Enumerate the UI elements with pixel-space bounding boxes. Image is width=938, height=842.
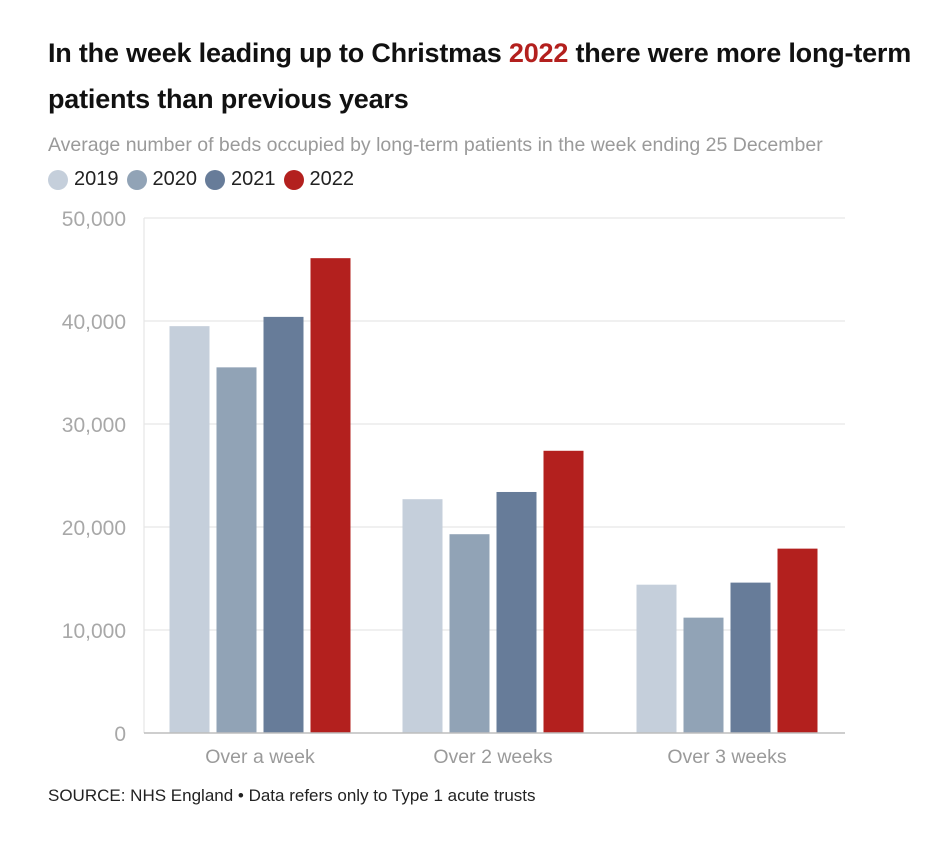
- y-tick-label: 20,000: [62, 517, 126, 540]
- legend-label: 2022: [309, 168, 355, 190]
- bar-2022-over-3-weeks: [777, 548, 818, 733]
- legend-item-2022: 2022: [283, 168, 355, 191]
- y-tick-label: 10,000: [62, 620, 126, 643]
- title-highlight-year: 2022: [508, 38, 569, 68]
- bar-2020-over-2-weeks: [449, 534, 490, 733]
- bar-2020-over-3-weeks: [683, 617, 724, 733]
- x-category-label: Over 3 weeks: [667, 746, 786, 768]
- bar-2019-over-2-weeks: [402, 499, 443, 733]
- title-text-start: In the week leading up to Christmas: [48, 38, 509, 68]
- legend-label: 2019: [74, 168, 119, 190]
- legend-label: 2021: [231, 168, 276, 190]
- y-tick-label: 30,000: [62, 414, 126, 437]
- y-tick-label: 0: [114, 723, 126, 746]
- bar-2021-over-a-week: [263, 316, 304, 733]
- chart-subtitle: Average number of beds occupied by long-…: [48, 134, 823, 156]
- legend-swatch: [205, 169, 225, 190]
- legend-swatch: [283, 169, 304, 190]
- legend-item-2020: 2020: [126, 168, 198, 191]
- bar-2020-over-a-week: [216, 367, 257, 733]
- x-category-label: Over 2 weeks: [433, 746, 552, 768]
- y-tick-label: 50,000: [62, 208, 126, 231]
- title-text-end: there were more long-term patients than …: [48, 38, 912, 114]
- legend-label: 2020: [152, 168, 198, 190]
- legend-item-2021: 2021: [205, 168, 276, 191]
- bar-2021-over-2-weeks: [496, 491, 537, 733]
- bar-2021-over-3-weeks: [730, 582, 771, 733]
- legend-item-2019: 2019: [48, 168, 119, 191]
- y-tick-label: 40,000: [62, 311, 126, 334]
- source-note: SOURCE: NHS England • Data refers only t…: [48, 786, 536, 805]
- chart-title: In the week leading up to Christmas 2022…: [48, 30, 918, 122]
- bar-2019-over-a-week: [169, 326, 210, 733]
- bar-2022-over-2-weeks: [543, 450, 584, 733]
- bar-2022-over-a-week: [310, 258, 351, 733]
- chart-legend: 2019 2020 2021 2022: [48, 168, 362, 191]
- legend-swatch: [48, 169, 68, 190]
- legend-swatch: [126, 169, 147, 190]
- bar-2019-over-3-weeks: [636, 584, 677, 733]
- x-category-label: Over a week: [205, 746, 315, 768]
